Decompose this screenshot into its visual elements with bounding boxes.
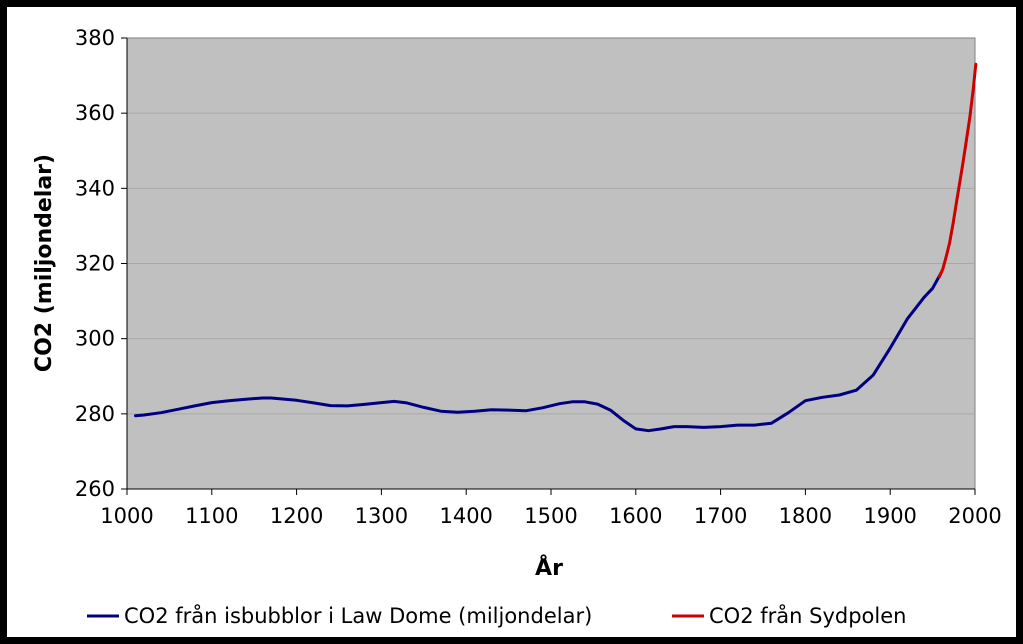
x-tick-label: 1100 — [185, 504, 238, 528]
x-tick-label: 1500 — [524, 504, 577, 528]
x-tick-label: 1000 — [100, 504, 153, 528]
y-tick-label: 340 — [75, 176, 115, 200]
series-line-2 — [937, 62, 978, 279]
x-tick-label: 1800 — [779, 504, 832, 528]
x-tick-label: 1400 — [439, 504, 492, 528]
series-line-1 — [134, 271, 943, 433]
legend: CO2 från isbubblor i Law Dome (miljondel… — [87, 603, 906, 628]
x-tick-label: 2000 — [948, 504, 1001, 528]
y-tick-label: 360 — [75, 101, 115, 125]
series-lines — [134, 62, 978, 433]
y-tick-label: 300 — [75, 327, 115, 351]
x-tick-label: 1700 — [694, 504, 747, 528]
x-axis-title: År — [535, 555, 563, 581]
y-tick-label: 260 — [75, 477, 115, 501]
legend-label-2: CO2 från Sydpolen — [709, 603, 906, 628]
axes: 260 280 300 320 340 360 380 1000 1100 1200 1300 140… — [75, 26, 1002, 528]
x-tick-label: 1300 — [355, 504, 408, 528]
y-tick-label: 280 — [75, 402, 115, 426]
x-tick-label: 1900 — [863, 504, 916, 528]
y-axis-title: CO2 (miljondelar) — [32, 154, 57, 372]
y-tick-label: 320 — [75, 252, 115, 276]
y-tick-label: 380 — [75, 26, 115, 50]
legend-label-1: CO2 från isbubblor i Law Dome (miljondel… — [124, 603, 592, 628]
co2-line-chart: 260 280 300 320 340 360 380 1000 1100 1200 1300 140… — [32, 26, 1002, 628]
gridlines — [127, 112, 975, 415]
chart-frame: 260 280 300 320 340 360 380 1000 1100 1200 1300 140… — [7, 7, 1016, 637]
x-tick-label: 1600 — [609, 504, 662, 528]
x-tick-label: 1200 — [270, 504, 323, 528]
